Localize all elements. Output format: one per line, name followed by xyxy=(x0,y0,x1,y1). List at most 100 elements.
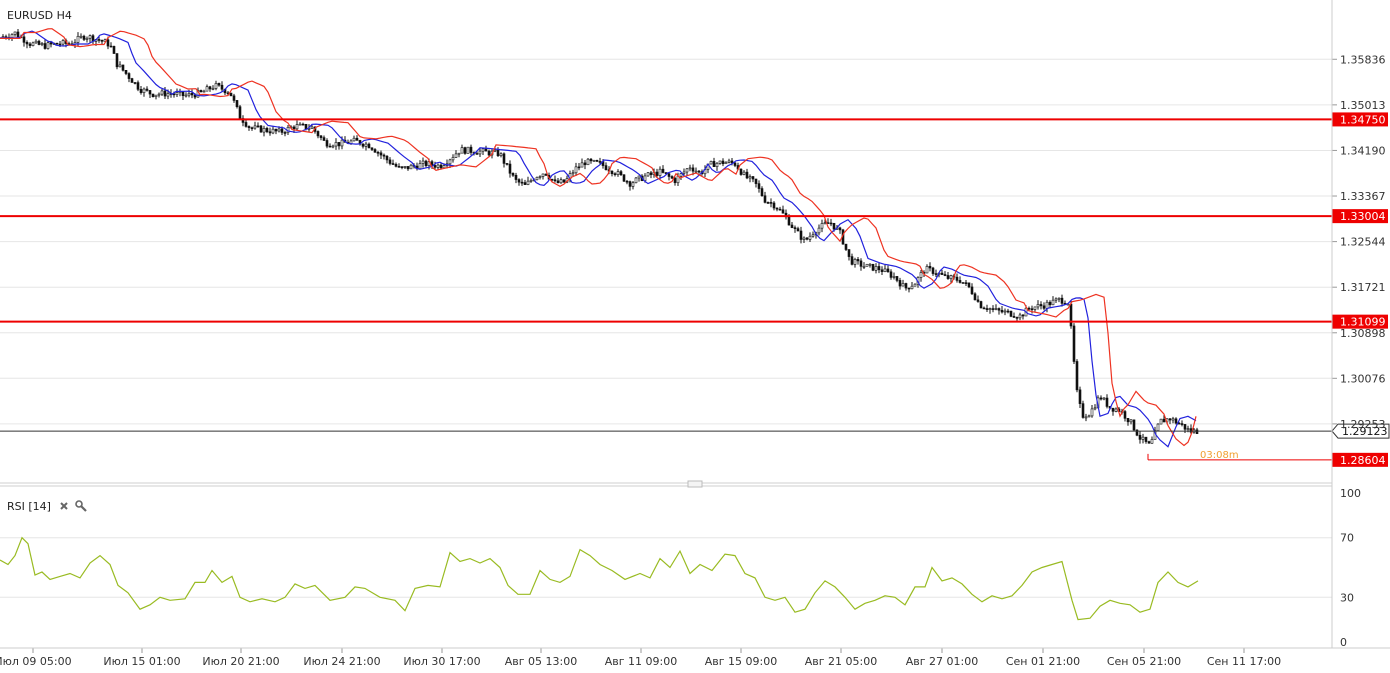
price-tick-label: 1.35013 xyxy=(1340,99,1386,112)
panel-resize-handle[interactable] xyxy=(687,480,703,488)
candle-body xyxy=(730,160,734,164)
candle-body xyxy=(478,150,482,155)
candle-body xyxy=(253,125,257,129)
candle-body xyxy=(37,40,41,45)
candle-body xyxy=(235,100,239,107)
candle-body xyxy=(331,145,335,148)
candle-body xyxy=(622,174,626,182)
candle-body xyxy=(1000,309,1004,313)
candle-body xyxy=(100,39,104,42)
close-icon[interactable] xyxy=(60,502,68,510)
candle-body xyxy=(649,172,653,175)
candle-body xyxy=(265,128,269,133)
price-tick-label: 1.31721 xyxy=(1340,281,1386,294)
candle-body xyxy=(142,88,146,93)
candle-body xyxy=(418,163,422,169)
candle-body xyxy=(514,174,518,180)
candle-body xyxy=(184,94,188,97)
candle-body xyxy=(1042,305,1046,309)
candle-body xyxy=(541,173,545,177)
candle-body xyxy=(199,90,203,92)
candle-body xyxy=(175,92,179,95)
candle-body xyxy=(400,166,404,168)
candle-body xyxy=(958,280,962,283)
time-tick-label: Июл 24 21:00 xyxy=(303,655,380,668)
candle-body xyxy=(628,181,632,187)
candle-body xyxy=(874,266,878,271)
candle-body xyxy=(274,128,278,132)
candle-body xyxy=(442,165,446,169)
candle-body xyxy=(982,307,986,310)
candle-body xyxy=(892,276,896,278)
candle-body xyxy=(1090,408,1094,417)
time-tick-label: Авг 05 13:00 xyxy=(505,655,577,668)
candle-body xyxy=(352,137,356,142)
candle-body xyxy=(202,90,206,93)
candle-body xyxy=(388,159,392,164)
candle-body xyxy=(496,149,500,156)
candle-body xyxy=(40,43,44,45)
candle-body xyxy=(580,162,584,168)
candle-body xyxy=(166,93,170,97)
time-axis: Июл 09 05:00 Июл 15 01:00 Июл 20 21:00 Июл … xyxy=(0,648,1281,668)
horizontal-levels[interactable]: 1.34750 1.33004 1.31099 03:08m 1.28604 xyxy=(0,112,1388,467)
candle-body xyxy=(391,163,395,165)
candle-body xyxy=(574,166,578,174)
candle-body xyxy=(1060,297,1064,304)
candle-body xyxy=(406,166,410,170)
candle-body xyxy=(55,42,59,45)
candle-body xyxy=(259,125,263,133)
wrench-icon[interactable] xyxy=(75,500,87,512)
candle-body xyxy=(529,180,533,182)
price-axis: 1.35836 1.35013 1.34190 1.33367 1.32544 1.317… xyxy=(1332,53,1386,431)
candle-body xyxy=(793,227,797,229)
candle-body xyxy=(643,175,647,181)
rsi-tick-label: 30 xyxy=(1340,591,1354,604)
symbol-label: EURUSD H4 xyxy=(7,9,72,22)
candle-body xyxy=(1171,418,1175,421)
candle-body xyxy=(1162,418,1166,423)
candle-body xyxy=(802,237,806,240)
candle-body xyxy=(1135,429,1139,436)
moving-averages xyxy=(0,28,1197,448)
price-tick-label: 1.33367 xyxy=(1340,190,1386,203)
candle-body xyxy=(76,35,80,43)
candle-body xyxy=(796,228,800,232)
candle-body xyxy=(718,160,722,164)
level-price-tag xyxy=(1332,452,1388,467)
candle-body xyxy=(766,202,770,204)
candle-body xyxy=(535,176,539,181)
candle-body xyxy=(934,273,938,275)
candle-body xyxy=(592,159,596,162)
candle-body xyxy=(559,179,563,184)
candle-body xyxy=(1114,408,1118,412)
candle-body xyxy=(949,275,953,279)
candle-body xyxy=(364,143,368,147)
candles xyxy=(1,28,1199,444)
candle-body xyxy=(1102,397,1106,400)
candle-body xyxy=(136,82,140,90)
candle-body xyxy=(466,146,470,154)
candle-body xyxy=(1039,304,1043,307)
level-price-label: 1.31099 xyxy=(1340,316,1386,329)
candle-body xyxy=(118,64,122,68)
candle-body xyxy=(112,46,116,54)
candle-body xyxy=(658,168,662,176)
candle-body xyxy=(724,162,728,165)
candle-body xyxy=(538,176,542,178)
candle-body xyxy=(1036,304,1040,308)
candle-body xyxy=(301,123,305,126)
candle-body xyxy=(283,132,287,134)
candle-body xyxy=(148,90,152,95)
level-price-label: 1.34750 xyxy=(1340,113,1386,126)
candle-body xyxy=(712,161,716,167)
rsi-tick-label: 0 xyxy=(1340,636,1347,649)
candle-body xyxy=(217,83,221,86)
candle-body xyxy=(244,122,248,127)
candle-body xyxy=(34,40,38,44)
candle-body xyxy=(997,308,1001,311)
candle-body xyxy=(964,282,968,284)
time-tick-label: Авг 11 09:00 xyxy=(605,655,677,668)
